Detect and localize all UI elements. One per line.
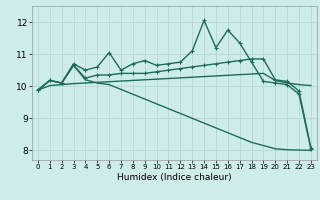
X-axis label: Humidex (Indice chaleur): Humidex (Indice chaleur) — [117, 173, 232, 182]
